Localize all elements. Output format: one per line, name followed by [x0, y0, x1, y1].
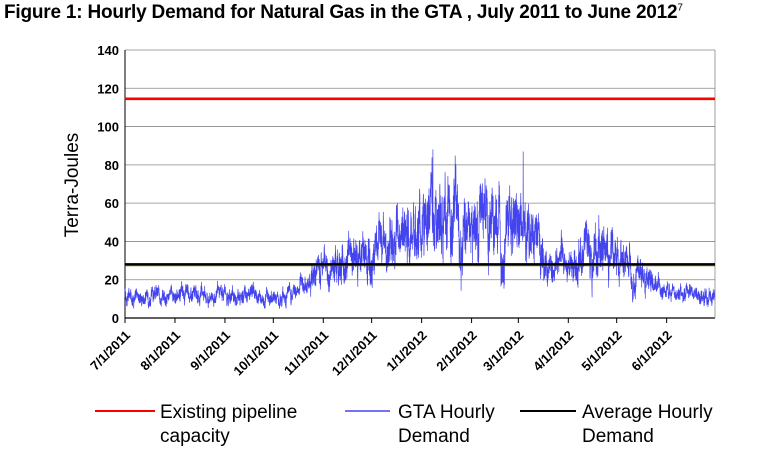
x-tick-label: 1/1/2012 — [383, 328, 429, 374]
x-tick-label: 7/1/2011 — [87, 328, 133, 374]
x-tick-label: 12/1/2011 — [329, 328, 380, 379]
legend-label: Existing pipeline — [160, 402, 297, 423]
figure-title: Figure 1: Hourly Demand for Natural Gas … — [4, 2, 683, 24]
y-tick-label: 0 — [112, 311, 119, 326]
y-tick-label: 80 — [105, 158, 119, 173]
x-tick-label: 10/1/2011 — [230, 328, 281, 379]
legend-label: GTA Hourly — [398, 402, 495, 423]
legend: Existing pipeline capacity GTA Hourly Deman… — [95, 402, 713, 447]
y-tick-label: 140 — [97, 43, 119, 58]
legend-label: Average Hourly — [582, 402, 713, 423]
y-tick-label: 60 — [105, 196, 119, 211]
plot-area: 0 20 40 60 80 100 120 140 7/1/2011 8/1/2011 9/1/20… — [87, 43, 716, 379]
y-tick-label: 120 — [97, 81, 119, 96]
y-tick-label: 20 — [105, 273, 119, 288]
series-line-gta-hourly-demand — [124, 149, 716, 309]
x-tick-label: 9/1/2011 — [187, 328, 233, 374]
y-tick-label: 40 — [105, 234, 119, 249]
legend-item: Average Hourly Demand — [520, 402, 713, 447]
x-tick-label: 11/1/2011 — [281, 328, 331, 378]
x-tick-label: 8/1/2011 — [137, 328, 183, 374]
x-tick-label: 3/1/2012 — [480, 328, 526, 374]
legend-label: Demand — [398, 426, 470, 447]
y-tick-label: 100 — [97, 120, 119, 135]
x-tick-label: 6/1/2012 — [628, 328, 674, 374]
x-tick-label: 2/1/2012 — [433, 328, 479, 374]
y-axis-label: Terra-Joules — [62, 133, 83, 238]
legend-label: capacity — [160, 426, 230, 447]
footnote-mark: 7 — [677, 2, 683, 14]
legend-item: Existing pipeline capacity — [95, 402, 297, 447]
x-tick-label: 4/1/2012 — [530, 328, 576, 374]
x-tick-label: 5/1/2012 — [578, 328, 624, 374]
legend-label: Demand — [582, 426, 654, 447]
legend-item: GTA Hourly Demand — [345, 402, 495, 447]
figure-title-text: Figure 1: Hourly Demand for Natural Gas … — [4, 2, 678, 23]
